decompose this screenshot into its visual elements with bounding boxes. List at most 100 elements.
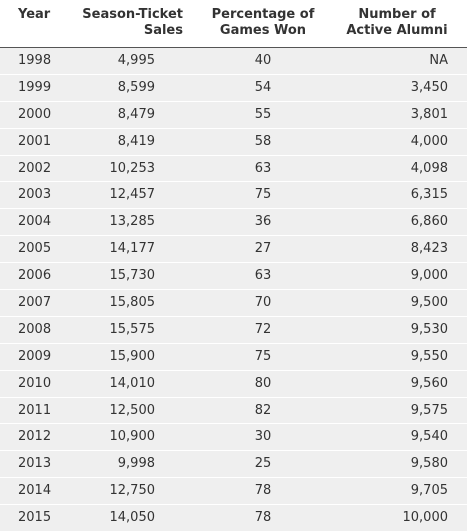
table-row: 2002 10,253 63 4,098: [0, 155, 467, 183]
table-cell: 12,750: [109, 483, 156, 499]
column-header: Season-Ticket Sales: [82, 7, 183, 39]
table-cell: 25: [254, 456, 272, 472]
table-cell: 6,315: [410, 187, 448, 203]
table-cell: 78: [254, 510, 272, 526]
table-cell: 6,860: [410, 214, 448, 230]
table-cell: 13,285: [109, 214, 156, 230]
table-cell: 4,000: [410, 133, 448, 149]
table-row: 2003 12,457 75 6,315: [0, 182, 467, 210]
table-row: 2007 15,805 70 9,500: [0, 290, 467, 317]
table-cell: 30: [254, 429, 272, 445]
table-cell: 8,599: [117, 79, 155, 95]
table-row: 2013 9,998 25 9,580: [0, 451, 467, 479]
table-cell: 12,457: [109, 187, 156, 203]
table-cell: 15,730: [109, 268, 156, 284]
table-cell: 14,177: [109, 241, 156, 257]
header-line: Year: [18, 7, 51, 22]
column-header: Percentage of Games Won: [203, 7, 323, 39]
table-cell: 1998: [18, 53, 52, 68]
table-cell: 2003: [18, 187, 52, 203]
table-cell: 63: [254, 268, 272, 284]
table-cell: 8,419: [117, 133, 155, 149]
table-cell: 75: [254, 348, 272, 364]
table-cell: 3,801: [410, 106, 448, 122]
table-cell: 4,098: [410, 160, 448, 176]
table-row: 2009 15,900 75 9,550: [0, 343, 467, 371]
table-cell: 9,500: [410, 295, 448, 310]
table-cell: 9,580: [410, 456, 448, 472]
table-row: 2005 14,177 27 8,423: [0, 236, 467, 264]
table-cell: 2000: [18, 106, 52, 122]
table-cell: 2012: [18, 429, 52, 445]
table-cell: 10,253: [109, 160, 156, 176]
table-cell: 2015: [18, 510, 52, 526]
table-cell: 9,560: [410, 375, 448, 391]
table-cell: 2011: [18, 402, 52, 418]
table-cell: 15,805: [109, 295, 156, 310]
table-cell: 2005: [18, 241, 52, 257]
table-row: 2015 14,050 78 10,000: [0, 505, 467, 532]
table-row: 2011 12,500 82 9,575: [0, 397, 467, 425]
table-cell: 9,575: [410, 402, 448, 418]
table-cell: 8,479: [117, 106, 155, 122]
table-row: 2006 15,730 63 9,000: [0, 263, 467, 290]
table-cell: 15,575: [109, 321, 156, 337]
table-cell: 2006: [18, 268, 52, 284]
table-cell: 4,995: [117, 53, 155, 68]
table-cell: 2009: [18, 348, 52, 364]
header-line: Season-Ticket: [82, 7, 183, 22]
table-row: 1998 4,995 40 NA: [0, 48, 467, 75]
header-line: Number of: [358, 7, 436, 22]
table-cell: 15,900: [109, 348, 156, 364]
table-cell: 9,000: [410, 268, 448, 284]
table-cell: 9,998: [117, 456, 155, 472]
table-header: Year Season-Ticket Sales Percentage of Games…: [0, 0, 467, 48]
table-cell: 58: [254, 133, 272, 149]
table-cell: 82: [254, 402, 272, 418]
header-line: Percentage of: [211, 7, 315, 22]
table-row: 2010 14,010 80 9,560: [0, 370, 467, 398]
table-cell: 75: [254, 187, 272, 203]
table-cell: 14,050: [109, 510, 156, 526]
table-row: 2012 10,900 30 9,540: [0, 424, 467, 452]
table-cell: 70: [254, 295, 272, 310]
table-row: 2014 12,750 78 9,705: [0, 478, 467, 506]
table-cell: 9,550: [410, 348, 448, 364]
table-cell: 12,500: [109, 402, 156, 418]
table-cell: 27: [254, 241, 272, 257]
table-row: 2004 13,285 36 6,860: [0, 209, 467, 237]
table-cell: 2007: [18, 295, 52, 310]
table-row: 2001 8,419 58 4,000: [0, 128, 467, 156]
table-cell: 1999: [18, 79, 52, 95]
table-cell: 10,900: [109, 429, 156, 445]
table-cell: NA: [429, 53, 448, 68]
header-line: Active Alumni: [346, 23, 448, 38]
table-cell: 2010: [18, 375, 52, 391]
table-cell: 2004: [18, 214, 52, 230]
table-cell: 14,010: [109, 375, 156, 391]
table-cell: 78: [254, 483, 272, 499]
table-cell: 54: [254, 79, 272, 95]
table-cell: 3,450: [410, 79, 448, 95]
table-cell: 63: [254, 160, 272, 176]
table-cell: 72: [254, 321, 272, 337]
table-cell: 9,540: [410, 429, 448, 445]
table-cell: 80: [254, 375, 272, 391]
table-row: 2008 15,575 72 9,530: [0, 316, 467, 344]
table-cell: 9,705: [410, 483, 448, 499]
header-line: Sales: [143, 23, 183, 38]
table-cell: 9,530: [410, 321, 448, 337]
table-cell: 8,423: [410, 241, 448, 257]
column-header: Number of Active Alumni: [337, 7, 457, 39]
table-cell: 2008: [18, 321, 52, 337]
table-cell: 2001: [18, 133, 52, 149]
table-cell: 2014: [18, 483, 52, 499]
table-cell: 40: [254, 53, 272, 68]
table-cell: 10,000: [402, 510, 449, 526]
table-row: 2000 8,479 55 3,801: [0, 101, 467, 129]
table-cell: 2013: [18, 456, 52, 472]
table-cell: 2002: [18, 160, 52, 176]
table-cell: 36: [254, 214, 272, 230]
table-cell: 55: [254, 106, 272, 122]
